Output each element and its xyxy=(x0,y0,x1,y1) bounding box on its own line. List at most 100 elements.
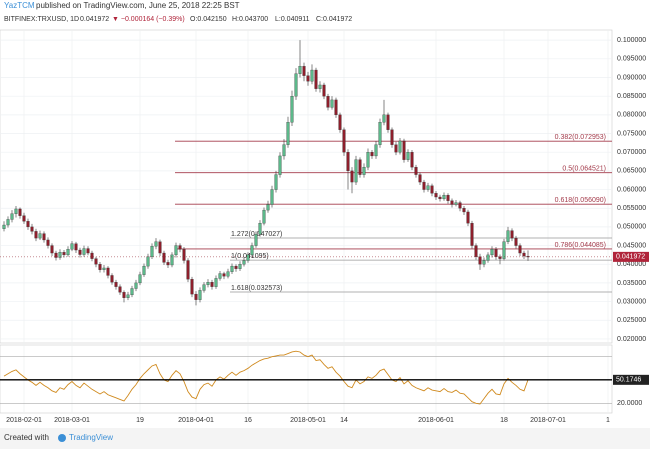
candle-body xyxy=(258,223,262,235)
candle-body xyxy=(82,248,86,255)
candle-body xyxy=(514,237,518,246)
y-tick-label: 0.070000 xyxy=(617,149,646,156)
candle-body xyxy=(86,248,90,254)
open: O:0.042150 xyxy=(190,16,227,23)
candle-body xyxy=(350,170,354,183)
candle-body xyxy=(370,152,374,157)
candle-body xyxy=(294,73,298,97)
rsi-tick-label: 20.0000 xyxy=(617,400,642,407)
candle-body xyxy=(122,292,126,298)
candle-body xyxy=(518,245,522,254)
y-tick-label: 0.095000 xyxy=(617,56,646,63)
candle-body xyxy=(406,152,410,160)
candle-body xyxy=(50,245,54,254)
candle-body xyxy=(498,256,502,259)
candle-body xyxy=(10,213,14,220)
footer-text: Created with xyxy=(4,433,49,442)
candle-body xyxy=(494,249,498,257)
candle-body xyxy=(190,279,194,295)
candle-body xyxy=(442,194,446,200)
candle-body xyxy=(334,99,338,116)
candle-body xyxy=(510,230,514,239)
symbol: BITFINEX:TRXUSD, 1D xyxy=(4,16,79,23)
y-tick-label: 0.040000 xyxy=(617,261,646,268)
candle-body xyxy=(242,260,246,265)
candle-body xyxy=(274,174,278,190)
x-tick-label: 2018-05-01 xyxy=(290,417,326,424)
candle-body xyxy=(478,256,482,265)
candle-body xyxy=(170,254,174,266)
candle-body xyxy=(238,264,242,269)
published: published on TradingView.com, June 25, 2… xyxy=(36,1,240,10)
candle-body xyxy=(202,284,206,291)
author[interactable]: YazTCM xyxy=(4,1,35,10)
y-tick-label: 0.050000 xyxy=(617,224,646,231)
candle-body xyxy=(378,122,382,145)
x-tick-label: 2018-03-01 xyxy=(54,417,90,424)
fib-label: 0.382(0.072953) xyxy=(555,134,606,141)
candle-body xyxy=(490,249,494,256)
candle-body xyxy=(58,252,62,258)
candle-body xyxy=(222,273,226,277)
candle-body xyxy=(250,245,254,256)
candle-body xyxy=(142,265,146,275)
candle-body xyxy=(162,252,166,263)
candle-body xyxy=(214,278,218,287)
candle-body xyxy=(114,282,118,287)
candle-body xyxy=(282,144,286,157)
candle-body xyxy=(366,152,370,168)
candle-body xyxy=(382,114,386,123)
candle-body xyxy=(198,290,202,300)
candle-body xyxy=(246,254,250,261)
fib-label: 0.618(0.056090) xyxy=(555,197,606,204)
candle-body xyxy=(210,282,214,287)
price-pane xyxy=(0,29,613,344)
candle-body xyxy=(254,234,258,246)
x-tick-label: 2018-02-01 xyxy=(6,417,42,424)
candle-body xyxy=(298,66,302,74)
candle-body xyxy=(158,241,162,254)
rsi-last-box xyxy=(613,374,649,385)
candle-body xyxy=(78,249,82,255)
last-price-label: 0.041972 xyxy=(616,254,645,261)
candle-body xyxy=(186,260,190,280)
candle-body xyxy=(314,69,318,89)
y-tick-label: 0.030000 xyxy=(617,298,646,305)
y-tick-label: 0.065000 xyxy=(617,168,646,175)
candle-body xyxy=(174,245,178,256)
candle-body xyxy=(34,231,38,239)
candle-body xyxy=(74,243,78,251)
candle-body xyxy=(42,233,46,241)
candle-body xyxy=(286,122,290,145)
candle-body xyxy=(346,152,350,172)
low: L:0.040911 xyxy=(275,16,310,23)
y-tick-label: 0.045000 xyxy=(617,242,646,249)
candle-body xyxy=(38,233,42,239)
y-tick-label: 0.025000 xyxy=(617,317,646,324)
y-tick-label: 0.035000 xyxy=(617,280,646,287)
candle-body xyxy=(166,262,170,266)
candle-body xyxy=(342,129,346,153)
candle-body xyxy=(358,159,362,175)
candle-body xyxy=(310,69,314,82)
candle-body xyxy=(30,226,34,232)
candle-body xyxy=(226,271,230,277)
footer-brand[interactable]: TradingView xyxy=(69,433,113,442)
candle-body xyxy=(438,196,442,200)
candle-body xyxy=(302,66,306,76)
candle-body xyxy=(70,243,74,250)
candle-body xyxy=(154,241,158,247)
x-tick-label: 2018-07-01 xyxy=(530,417,566,424)
candle-body xyxy=(290,96,294,123)
candle-body xyxy=(450,200,454,205)
candle-body xyxy=(150,246,154,257)
candle-body xyxy=(462,208,466,213)
x-tick-label: 16 xyxy=(244,417,252,424)
candle-body xyxy=(178,245,182,250)
logo xyxy=(58,434,66,442)
candle-body xyxy=(386,114,390,130)
rsi-pane xyxy=(0,344,613,414)
candle-body xyxy=(194,293,198,300)
candle-body xyxy=(338,114,342,130)
